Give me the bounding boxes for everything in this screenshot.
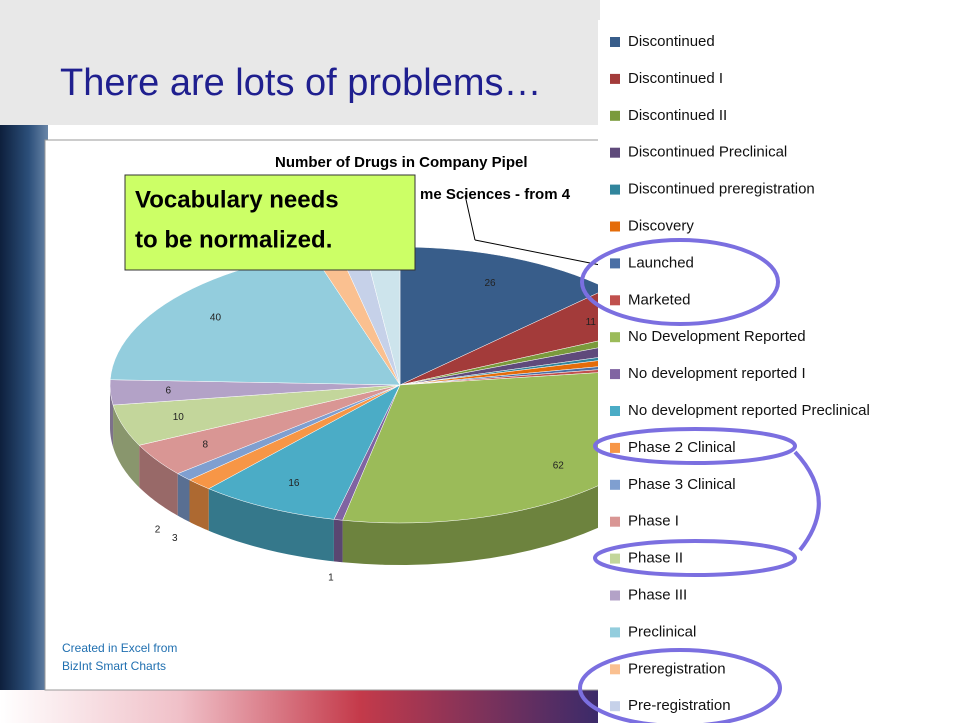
legend-swatch [610,701,620,712]
slice-side [208,488,334,562]
highlight-ellipse [593,427,797,465]
data-label: 10 [173,412,185,423]
legend-label: Phase I [628,513,679,530]
legend-label: Preregistration [628,660,726,677]
bottom-decoration [0,690,600,723]
data-label: 2 [155,524,161,535]
slice-side [333,519,343,563]
chart-subtitle: me Sciences - from 4 [420,186,571,203]
legend-label: Discontinued preregistration [628,181,815,198]
legend-label: Phase 2 Clinical [628,439,736,456]
slide-title: There are lots of problems… [60,62,542,104]
data-label: 26 [484,278,496,289]
footer-text: BizInt Smart Charts [62,659,166,673]
slice-side [177,473,190,522]
legend-swatch [610,369,620,380]
callout-text: to be normalized. [135,226,332,253]
legend-swatch [610,627,620,638]
legend-label: Discontinued II [628,107,727,124]
legend-swatch [610,406,620,416]
legend-swatch [610,258,620,269]
legend-label: Discontinued [628,33,715,50]
slice-side [189,479,209,531]
highlight-link [793,450,821,552]
legend: Discontinued Discontinued I Discontinued I… [610,33,870,714]
slice [208,384,401,520]
legend-label: Phase 3 Clinical [628,476,736,493]
data-label: 8 [202,440,208,451]
legend-label: Phase III [628,586,687,603]
legend-swatch [610,37,620,47]
legend-swatch [610,590,620,601]
legend-label: No Development Reported [628,328,806,345]
legend-swatch [610,479,620,490]
slice-side [110,385,114,448]
highlight-ellipse [593,539,797,577]
callout-box [124,174,416,271]
legend-swatch [610,442,620,453]
legend-label: Preclinical [628,623,696,640]
callout-text: Vocabulary needs [135,186,339,213]
slice [138,384,401,474]
slice [399,246,608,386]
callout-pointer [474,239,601,266]
legend-swatch [610,664,620,675]
data-label: 1 [328,573,334,584]
legend-label: Phase II [628,550,683,567]
data-label: 6 [166,386,172,397]
callout-pointer [464,194,476,241]
chart-title: Number of Drugs in Company Pipel [275,154,528,171]
legend-label: No development reported Preclinical [628,402,870,419]
slice-side [139,445,178,516]
legend-swatch [610,553,620,564]
legend-swatch [610,184,620,195]
legend-label: Discontinued Preclinical [628,144,787,161]
legend-label: Marketed [628,291,691,308]
highlights [578,238,821,723]
legend-swatch [610,516,620,527]
legend-label: Pre-registration [628,697,731,714]
legend-swatch [610,147,620,158]
title-bar [0,0,600,125]
legend-label: Discontinued I [628,70,723,87]
highlight-ellipse [580,238,780,326]
legend-swatch [610,332,620,343]
data-label: 62 [553,460,565,471]
legend-swatch [610,221,620,232]
slice-side [113,405,140,488]
data-label: 16 [288,478,300,489]
highlight-ellipse [578,648,782,723]
legend-panel [598,20,963,723]
data-label: 3 [172,533,178,544]
data-label: 40 [210,313,222,324]
data-label: 11 [586,317,597,328]
legend-swatch [610,110,620,121]
legend-swatch [610,295,620,306]
legend-swatch [610,73,620,84]
footer-text: Created in Excel from [62,641,177,655]
legend-label: Launched [628,254,694,271]
legend-label: Discovery [628,217,694,234]
legend-label: No development reported I [628,365,806,382]
